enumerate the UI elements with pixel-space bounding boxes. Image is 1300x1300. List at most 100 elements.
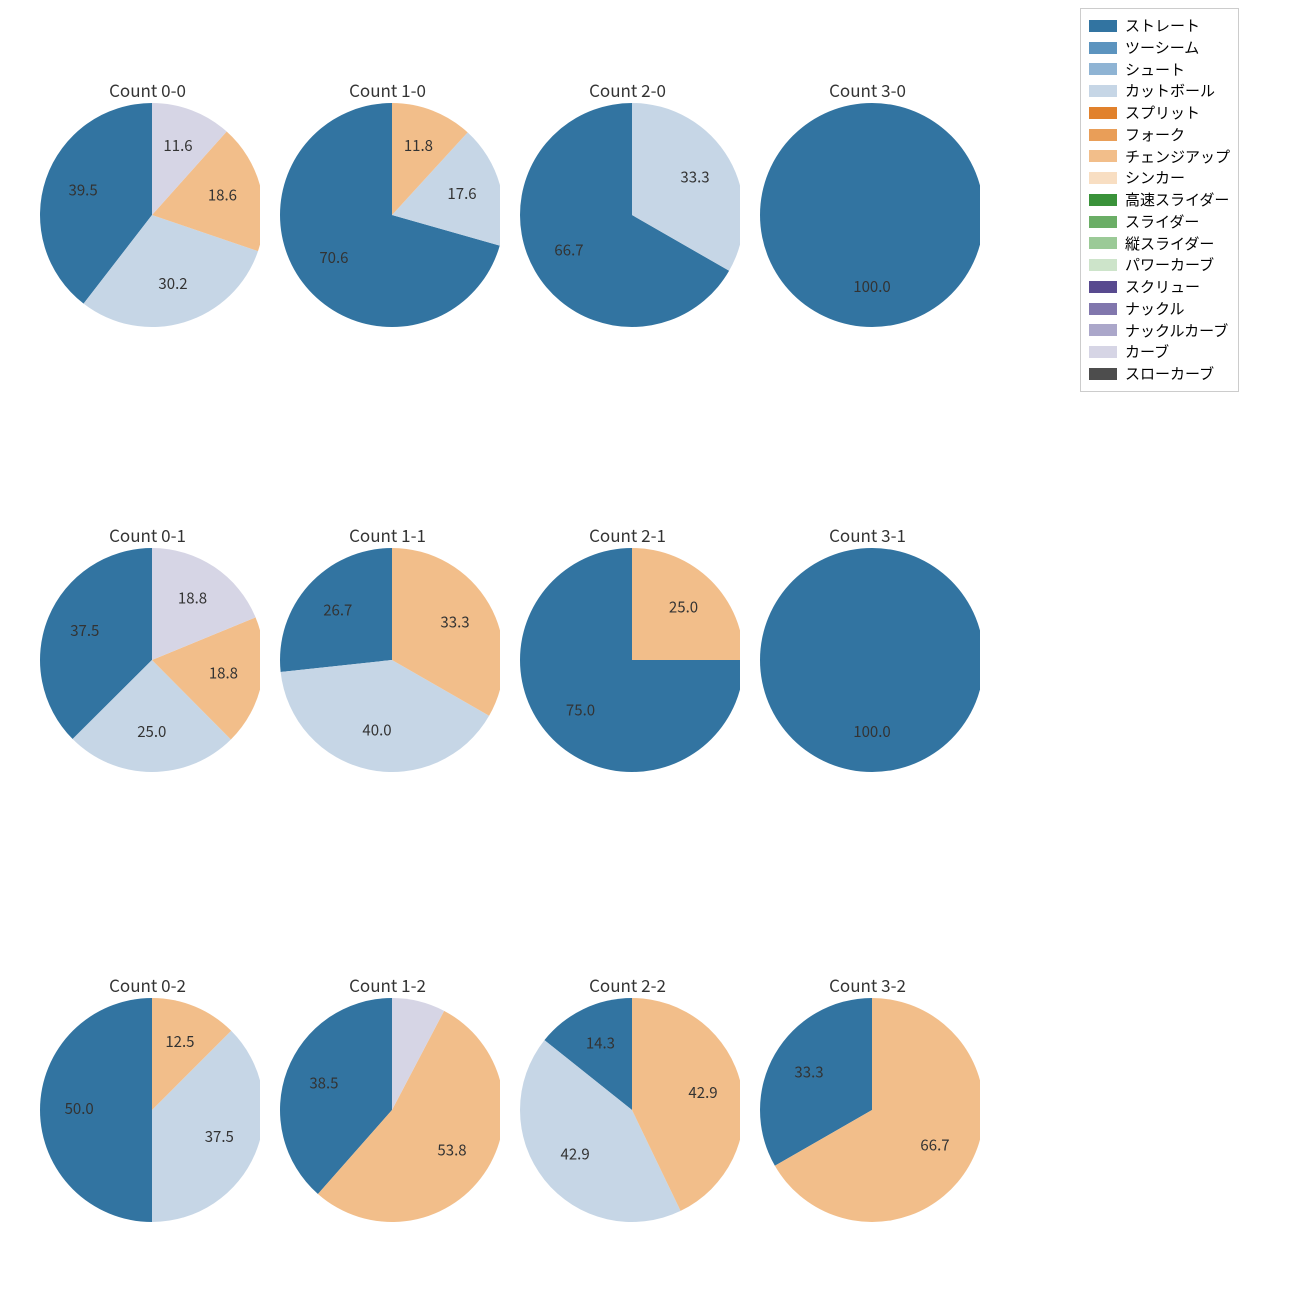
- slice-label: 33.3: [440, 612, 469, 633]
- slice-label: 50.0: [65, 1098, 94, 1119]
- legend-swatch: [1089, 63, 1117, 75]
- legend-label: スローカーブ: [1125, 363, 1214, 385]
- legend-swatch: [1089, 150, 1117, 162]
- legend-item-shoot: シュート: [1089, 59, 1230, 81]
- legend-label: カットボール: [1125, 80, 1215, 102]
- slice-label: 30.2: [158, 273, 187, 294]
- chart-count-0-2: Count 0-250.037.512.5: [35, 950, 260, 1290]
- slice-label: 17.6: [447, 183, 476, 204]
- slice-label: 18.8: [178, 588, 207, 609]
- chart-count-2-1: Count 2-175.025.0: [515, 500, 740, 840]
- pie: 66.7 33.3: [515, 55, 740, 395]
- slice-label: 37.5: [70, 620, 99, 641]
- legend: ストレートツーシームシュートカットボールスプリットフォークチェンジアップシンカー…: [1080, 8, 1239, 392]
- legend-item-two_seam: ツーシーム: [1089, 37, 1230, 59]
- pie: 14.3 42.9 42.9: [515, 950, 740, 1290]
- pie: 33.3 66.7: [755, 950, 980, 1290]
- slice-label: 18.6: [208, 185, 237, 206]
- legend-swatch: [1089, 324, 1117, 336]
- legend-label: チェンジアップ: [1125, 146, 1230, 168]
- slice-label: 14.3: [586, 1032, 615, 1053]
- chart-count-2-2: Count 2-214.342.942.9: [515, 950, 740, 1290]
- chart-count-1-2: Count 1-238.553.8: [275, 950, 500, 1290]
- legend-label: フォーク: [1125, 124, 1185, 146]
- legend-label: ナックルカーブ: [1125, 320, 1228, 342]
- slice-label: 75.0: [566, 700, 595, 721]
- legend-label: シュート: [1125, 59, 1185, 81]
- chart-count-1-1: Count 1-126.740.033.3: [275, 500, 500, 840]
- chart-count-0-1: Count 0-137.525.018.818.8: [35, 500, 260, 840]
- pie: 70.6 17.6 11.8: [275, 55, 500, 395]
- pie: 39.5 30.2 18.6 11.6: [35, 55, 260, 395]
- legend-item-power_curve: パワーカーブ: [1089, 254, 1230, 276]
- legend-item-sinker: シンカー: [1089, 167, 1230, 189]
- slice-label: 42.9: [688, 1082, 717, 1103]
- legend-swatch: [1089, 368, 1117, 380]
- legend-item-knuckle: ナックル: [1089, 298, 1230, 320]
- legend-item-changeup: チェンジアップ: [1089, 146, 1230, 168]
- pie: 37.5 25.0 18.8 18.8: [35, 500, 260, 840]
- slice-label: 11.6: [163, 135, 192, 156]
- legend-swatch: [1089, 303, 1117, 315]
- legend-item-hs_slider: 高速スライダー: [1089, 189, 1230, 211]
- pie: 75.0 25.0: [515, 500, 740, 840]
- slice-label: 66.7: [554, 240, 583, 261]
- legend-label: ストレート: [1125, 15, 1200, 37]
- legend-swatch: [1089, 194, 1117, 206]
- slice-label: 11.8: [404, 135, 433, 156]
- slice-label: 100.0: [853, 276, 890, 297]
- legend-label: 高速スライダー: [1125, 189, 1229, 211]
- slice-label: 37.5: [205, 1126, 234, 1147]
- slice-label: 38.5: [309, 1072, 338, 1093]
- slice-label: 25.0: [669, 597, 698, 618]
- legend-label: パワーカーブ: [1125, 254, 1214, 276]
- slice-label: 66.7: [920, 1135, 949, 1156]
- chart-count-3-2: Count 3-233.366.7: [755, 950, 980, 1290]
- pie: 100.0: [755, 55, 980, 395]
- legend-item-straight: ストレート: [1089, 15, 1230, 37]
- slice-label: 100.0: [853, 721, 890, 742]
- legend-swatch: [1089, 259, 1117, 271]
- slice-label: 39.5: [69, 180, 98, 201]
- legend-item-split: スプリット: [1089, 102, 1230, 124]
- legend-swatch: [1089, 107, 1117, 119]
- pie: 38.553.8: [275, 950, 500, 1290]
- legend-swatch: [1089, 216, 1117, 228]
- pie: 50.0 37.5 12.5: [35, 950, 260, 1290]
- legend-label: シンカー: [1125, 167, 1185, 189]
- slice-label: 42.9: [561, 1143, 590, 1164]
- legend-swatch: [1089, 20, 1117, 32]
- legend-swatch: [1089, 346, 1117, 358]
- legend-label: スプリット: [1125, 102, 1200, 124]
- legend-label: ツーシーム: [1125, 37, 1199, 59]
- chart-count-3-0: Count 3-0100.0: [755, 55, 980, 395]
- legend-swatch: [1089, 42, 1117, 54]
- legend-swatch: [1089, 172, 1117, 184]
- pie-slice-straight: [40, 998, 152, 1222]
- legend-label: スライダー: [1125, 211, 1199, 233]
- legend-item-screw: スクリュー: [1089, 276, 1230, 298]
- legend-item-fork: フォーク: [1089, 124, 1230, 146]
- pie: 26.7 40.0 33.3: [275, 500, 500, 840]
- legend-swatch: [1089, 237, 1117, 249]
- chart-count-3-1: Count 3-1100.0: [755, 500, 980, 840]
- legend-label: スクリュー: [1125, 276, 1200, 298]
- pie: 100.0: [755, 500, 980, 840]
- chart-count-2-0: Count 2-066.733.3: [515, 55, 740, 395]
- slice-label: 26.7: [323, 599, 352, 620]
- legend-item-knuckle_curve: ナックルカーブ: [1089, 320, 1230, 342]
- legend-swatch: [1089, 281, 1117, 293]
- slice-label: 40.0: [362, 719, 391, 740]
- chart-count-1-0: Count 1-070.617.611.8: [275, 55, 500, 395]
- slice-label: 25.0: [137, 721, 166, 742]
- slice-label: 33.3: [794, 1062, 823, 1083]
- slice-label: 33.3: [680, 167, 709, 188]
- legend-swatch: [1089, 129, 1117, 141]
- legend-item-curve: カーブ: [1089, 341, 1230, 363]
- legend-item-slider: スライダー: [1089, 211, 1230, 233]
- legend-swatch: [1089, 85, 1117, 97]
- slice-label: 70.6: [319, 247, 348, 268]
- slice-label: 12.5: [165, 1031, 194, 1052]
- slice-label: 18.8: [209, 662, 238, 683]
- legend-label: 縦スライダー: [1125, 233, 1214, 255]
